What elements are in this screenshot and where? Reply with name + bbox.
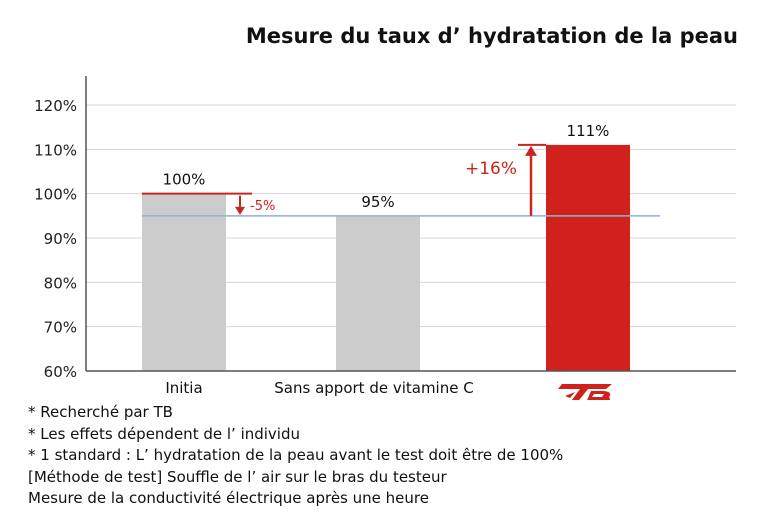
category-label: Initia: [165, 379, 202, 397]
y-tick-label: 120%: [34, 97, 77, 115]
increase-annotation: +16%: [465, 159, 517, 179]
bar: [336, 215, 420, 371]
footnote: * Les effets dépendent de l’ individu: [28, 424, 300, 443]
data-label: 100%: [163, 171, 206, 189]
data-label: 95%: [361, 193, 394, 211]
annotations: -5% +16%: [142, 143, 546, 216]
bar: [546, 144, 630, 371]
y-tick-label: 60%: [44, 363, 77, 381]
y-tick-labels: 60% 70% 80% 90% 100% 110% 120%: [34, 97, 77, 381]
data-label: 111%: [567, 122, 610, 140]
footnote: Mesure de la conductivité électrique apr…: [28, 489, 429, 507]
category-labels: Initia Sans apport de vitamine C: [165, 379, 473, 397]
y-tick-label: 70%: [44, 319, 77, 337]
y-tick-label: 90%: [44, 230, 77, 248]
increase-arrow-head: [525, 145, 537, 156]
tb-brand-logo-icon: [558, 384, 612, 400]
y-tick-label: 110%: [34, 141, 77, 159]
footnote: * Recherché par TB: [28, 403, 173, 421]
category-label: Sans apport de vitamine C: [274, 379, 473, 397]
data-labels: 100% 95% 111%: [163, 122, 610, 211]
chart-title: Mesure du taux d’ hydratation de la peau: [245, 24, 738, 48]
decrease-annotation: -5%: [250, 199, 275, 214]
footnotes: * Recherché par TB * Les effets dépenden…: [28, 402, 563, 510]
y-tick-label: 80%: [44, 274, 77, 292]
y-tick-label: 100%: [34, 186, 77, 204]
footnote: [Méthode de test] Souffle de l’ air sur …: [28, 467, 447, 486]
bar-chart: 60% 70% 80% 90% 100% 110% 120% -5% +16% 100% 95%…: [34, 76, 736, 400]
bars: [142, 144, 630, 371]
decrease-arrow-head: [235, 206, 245, 215]
footnote: * 1 standard : L’ hydratation de la peau…: [28, 446, 564, 464]
bar: [142, 193, 226, 371]
